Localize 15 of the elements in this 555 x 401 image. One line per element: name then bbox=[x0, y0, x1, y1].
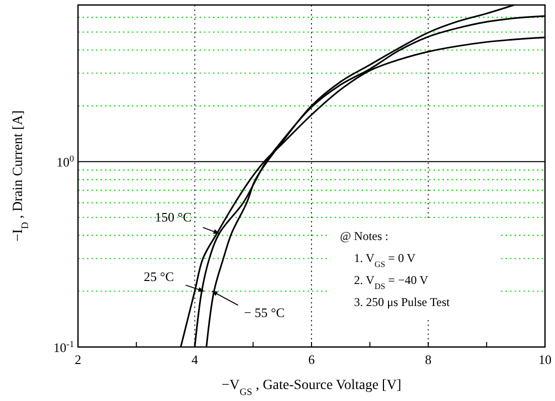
annotation: 3. 250 μs Pulse Test bbox=[354, 295, 450, 309]
annotation: @ Notes : bbox=[340, 229, 388, 243]
y-tick-label: 10$^{0}$ bbox=[56, 154, 74, 170]
x-axis-title: −V$_{GS}$ , Gate-Source Voltage [V] bbox=[222, 378, 402, 398]
annotation: 1. V$_{GS}$ = 0 V bbox=[354, 251, 416, 268]
annotation: 2. V$_{DS}$ = −40 V bbox=[354, 273, 428, 290]
text: 150 °C bbox=[154, 209, 192, 224]
x-tick-label: 4 bbox=[192, 352, 198, 367]
text: 25 °C bbox=[144, 269, 174, 284]
y-tick-label: 10$^{-1}$ bbox=[53, 339, 74, 355]
x-tick-label: 2 bbox=[74, 352, 82, 367]
x-tick-label: 8 bbox=[425, 352, 432, 367]
x-tick-label: 6 bbox=[308, 352, 316, 367]
text: − 55 °C bbox=[244, 305, 285, 320]
x-tick-label: 10 bbox=[538, 352, 552, 367]
